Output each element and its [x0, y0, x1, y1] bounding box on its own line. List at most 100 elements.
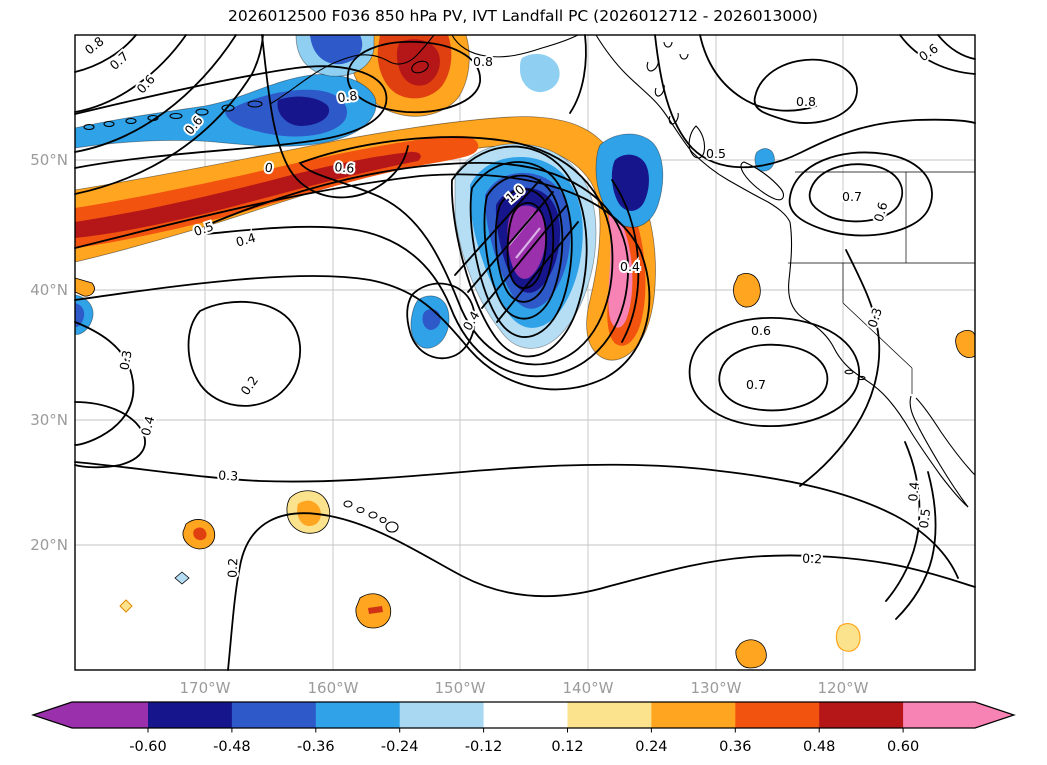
contour-line — [74, 65, 388, 169]
contour-line — [788, 151, 933, 237]
colorbar-tick-label: -0.12 — [465, 739, 503, 755]
contour-line — [481, 205, 567, 309]
contour-line — [496, 221, 579, 323]
contour-label: 0.6 — [133, 72, 157, 97]
colorbar-under-arrow — [33, 702, 148, 728]
y-tick-label: 50°N — [30, 151, 68, 169]
contour-label: 0.8 — [473, 54, 493, 69]
filled-region — [835, 623, 861, 652]
coastline-path — [451, 34, 579, 58]
x-tick-label: 170°W — [180, 679, 231, 697]
contour-label: 0.8 — [336, 88, 358, 106]
contour-line — [611, 179, 640, 343]
coastline-path — [343, 500, 399, 533]
contour-line — [699, 34, 817, 112]
coastlines — [83, 34, 976, 533]
colorbar-segment — [735, 702, 820, 728]
filled-region — [733, 273, 761, 308]
contour-line — [74, 321, 135, 446]
colorbar-tick-label: -0.36 — [297, 739, 335, 755]
contour-label: 0.7 — [746, 377, 766, 392]
contour-line — [74, 34, 187, 113]
colorbar-segment — [148, 702, 233, 728]
coastline-path — [595, 34, 693, 153]
y-tick-label: 30°N — [30, 411, 68, 429]
contour-label: 0.6 — [871, 200, 891, 223]
coastline-path — [788, 221, 912, 433]
filled-anomaly-regions — [74, 34, 976, 669]
contour-label: 0.3 — [865, 306, 885, 330]
contour-line — [899, 34, 976, 75]
contour-line — [718, 343, 829, 412]
contour-line — [74, 401, 146, 469]
contour-line — [799, 249, 881, 487]
contour-line — [654, 34, 976, 169]
contour-line — [74, 461, 959, 579]
contour-line — [483, 174, 564, 320]
x-axis-tick-labels: 170°W 160°W 150°W 140°W 130°W 120°W — [180, 679, 869, 697]
contour-line — [454, 179, 541, 276]
filled-region — [735, 639, 767, 669]
coastline-path — [83, 100, 263, 131]
filled-region — [174, 571, 190, 585]
filled-region — [119, 599, 133, 613]
contour-label: 0.5 — [916, 508, 933, 530]
filled-region — [75, 151, 421, 238]
coastline-path — [269, 34, 435, 105]
filled-region — [955, 330, 976, 358]
filled-region — [277, 96, 330, 126]
contour-label: 0.3 — [116, 349, 134, 371]
contour-label: 0.4 — [905, 481, 922, 502]
contour-line — [937, 34, 976, 60]
contour-label: 0.3 — [218, 467, 239, 483]
colorbar-segment — [651, 702, 736, 728]
x-tick-label: 150°W — [435, 679, 486, 697]
contour-label: 0.6 — [751, 323, 771, 338]
contour-line — [261, 34, 409, 199]
contour-line — [74, 34, 264, 195]
colorbar-tick-label: 0.48 — [803, 739, 835, 755]
coastline-path — [844, 369, 866, 381]
contour-line — [74, 173, 651, 391]
coastline-path — [740, 161, 784, 201]
contour-label: 0.5 — [706, 146, 726, 161]
coastline-path — [646, 41, 689, 125]
contour-label: 0.7 — [842, 189, 862, 204]
contour-label: 0.2 — [225, 558, 241, 578]
contour-line — [688, 317, 861, 427]
contour-line — [506, 201, 547, 289]
filled-region — [75, 303, 85, 327]
coastline-path — [411, 60, 429, 74]
y-tick-label: 20°N — [30, 536, 68, 554]
contour-label: 0.8 — [82, 33, 107, 57]
contour-line — [753, 58, 858, 124]
contour-label: 0.8 — [796, 94, 816, 109]
contour-line — [187, 301, 301, 407]
contour-lines — [74, 34, 976, 671]
contour-line — [569, 34, 587, 114]
page-title: 2026012500 F036 850 hPa PV, IVT Landfall… — [228, 7, 818, 25]
colorbar-segment — [399, 702, 485, 728]
contour-label: 0.4 — [620, 259, 640, 274]
plot-frame — [74, 34, 976, 671]
contour-line — [298, 136, 614, 366]
colorbar-segment — [567, 702, 652, 728]
contour-line — [406, 282, 476, 360]
filled-region — [507, 205, 547, 279]
contour-label: 0.2 — [802, 551, 822, 567]
contour-label: 0.2 — [237, 373, 261, 398]
contour-line — [227, 512, 976, 671]
colorbar-tick-label: 0.12 — [551, 739, 583, 755]
contour-line — [895, 471, 937, 620]
colorbar-segment — [483, 702, 568, 728]
colorbar-tick-label: -0.60 — [129, 739, 167, 755]
x-tick-label: 140°W — [563, 679, 614, 697]
contour-line — [885, 441, 921, 602]
filled-region — [520, 53, 560, 93]
colorbar — [31, 701, 1016, 729]
coastline-path — [909, 395, 969, 508]
contour-line — [74, 34, 137, 73]
coastline-path — [915, 397, 976, 476]
colorbar-segment — [819, 702, 904, 728]
